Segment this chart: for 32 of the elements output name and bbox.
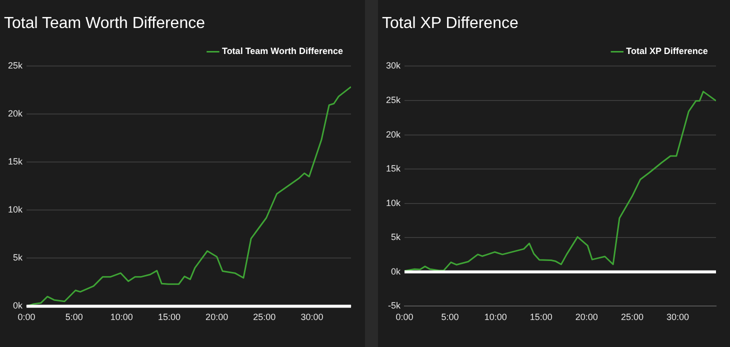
legend-label: Total Team Worth Difference <box>222 46 344 56</box>
y-tick-label: 0k <box>12 300 23 311</box>
x-tick-label: 20:00 <box>575 312 598 322</box>
y-tick-label: 5k <box>390 232 401 242</box>
x-tick-label: 30:00 <box>666 312 690 322</box>
y-tick-label: 0k <box>390 266 401 276</box>
x-tick-label: 5:00 <box>441 312 459 322</box>
x-tick-label: 25:00 <box>253 312 276 322</box>
y-tick-label: 15k <box>386 164 402 174</box>
chart-title: Total Team Worth Difference <box>4 15 206 32</box>
x-tick-label: 20:00 <box>206 312 228 322</box>
x-tick-label: 0:00 <box>18 312 36 322</box>
x-tick-label: 5:00 <box>65 312 83 322</box>
y-tick-label: 15k <box>8 156 24 167</box>
y-tick-label: 20k <box>386 129 402 140</box>
y-tick-label: 25k <box>386 94 402 105</box>
y-tick-label: 30k <box>386 60 402 71</box>
x-tick-label: 30:00 <box>300 312 324 322</box>
y-tick-label: 20k <box>8 108 24 119</box>
y-tick-label: 5k <box>12 252 23 263</box>
x-tick-label: 10:00 <box>484 312 507 322</box>
x-tick-label: 0:00 <box>396 312 414 322</box>
x-tick-label: 15:00 <box>158 312 181 322</box>
y-tick-label: 10k <box>386 198 402 208</box>
legend-label: Total XP Difference <box>626 46 708 56</box>
y-tick-label: 10k <box>8 204 24 215</box>
chart-title: Total XP Difference <box>382 15 518 32</box>
x-tick-label: 25:00 <box>620 312 644 322</box>
x-tick-label: 15:00 <box>530 312 552 322</box>
y-tick-label: 25k <box>8 60 24 71</box>
x-tick-label: 10:00 <box>110 312 133 322</box>
y-tick-label: -5k <box>388 300 401 311</box>
